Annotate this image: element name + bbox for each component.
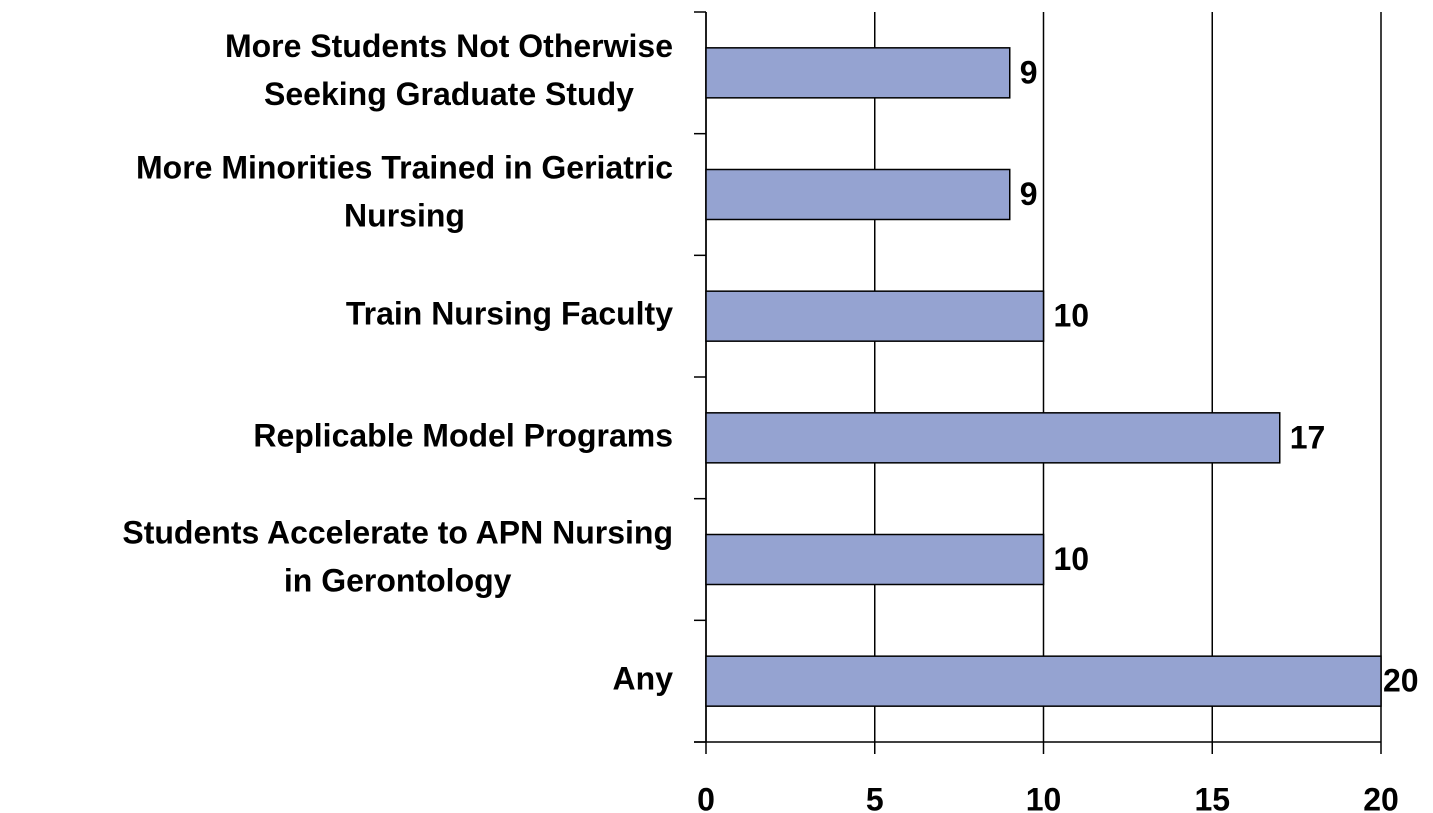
y-tick-label: Any [613,661,674,697]
x-tick-label: 15 [1194,781,1230,813]
value-label: 17 [1290,419,1326,455]
value-label: 10 [1054,298,1090,334]
bar [705,412,1281,464]
y-tick-label: Replicable Model Programs [253,417,673,453]
value-label: 10 [1054,541,1090,577]
bar [705,168,1011,221]
bar [705,655,1382,707]
bar [705,533,1045,586]
value-label: 20 [1383,663,1419,699]
y-tick-label: More Minorities Trained in Geriatric Nurs… [136,150,673,234]
y-tick-label: Train Nursing Faculty [346,296,673,332]
x-tick-label: 0 [697,781,715,813]
y-tick-label: More Students Not Otherwise Seeking Gradu… [225,28,673,112]
value-label: 9 [1020,176,1038,212]
x-tick-label: 10 [1026,781,1062,813]
x-tick-label: 20 [1363,781,1399,813]
bar [705,290,1045,342]
y-tick-label: Students Accelerate to APN Nursing in Ger… [122,515,673,599]
x-tick-label: 5 [866,781,884,813]
value-label: 9 [1020,54,1038,90]
bar [705,47,1011,99]
